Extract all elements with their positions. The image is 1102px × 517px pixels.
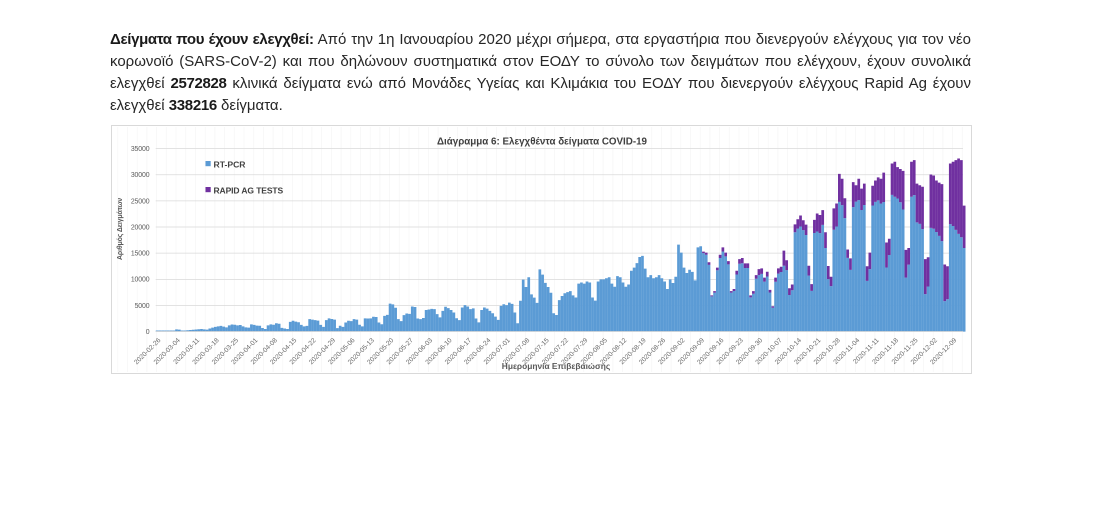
svg-text:35000: 35000 [131, 146, 150, 153]
svg-text:RT-PCR: RT-PCR [214, 160, 247, 170]
svg-text:Διάγραμμα 6: Ελεγχθέντα δείγμα: Διάγραμμα 6: Ελεγχθέντα δείγματα COVID-1… [437, 137, 648, 148]
svg-text:RAPID AG TESTS: RAPID AG TESTS [214, 186, 284, 196]
svg-text:Ημερομηνία Επιβεβαιώσης: Ημερομηνία Επιβεβαιώσης [502, 361, 611, 371]
svg-text:10000: 10000 [131, 277, 150, 284]
svg-text:0: 0 [146, 329, 150, 336]
svg-text:15000: 15000 [131, 251, 150, 258]
svg-text:Αριθμός Δειγμάτων: Αριθμός Δειγμάτων [117, 198, 124, 260]
svg-text:5000: 5000 [135, 303, 150, 310]
svg-text:20000: 20000 [131, 224, 150, 231]
svg-text:30000: 30000 [131, 172, 150, 179]
svg-text:25000: 25000 [131, 198, 150, 205]
